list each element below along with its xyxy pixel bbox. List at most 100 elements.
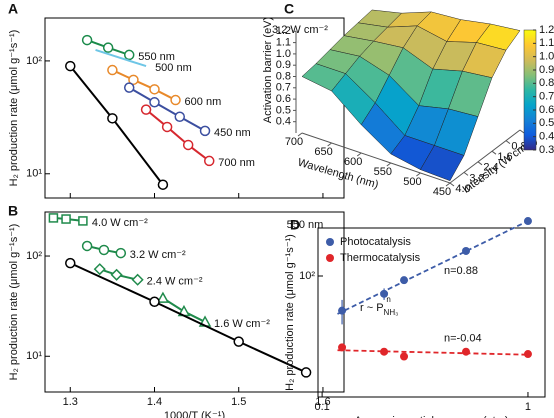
marker [81, 240, 93, 252]
marker [140, 104, 152, 115]
marker [65, 60, 76, 72]
marker [149, 97, 160, 108]
marker [81, 34, 93, 46]
fit-line [337, 219, 531, 315]
y-tick-label: 10¹ [26, 350, 42, 362]
y-axis-label: H₂ production rate (μmol g⁻¹s⁻¹) [8, 224, 20, 381]
y-tick-label: 10² [26, 250, 42, 262]
colorbar-label: 0.4 [539, 131, 554, 143]
panel-letter: B [8, 203, 18, 219]
x-tick [327, 142, 332, 147]
colorbar-label: 1.0 [539, 51, 554, 63]
z-tick-label: 1.2 [276, 25, 291, 37]
y-tick-label: 2.4 [483, 162, 498, 174]
point [380, 347, 389, 356]
y-axis-label: H₂ production rate (μmol g⁻¹s⁻¹) [284, 234, 296, 391]
point [338, 343, 347, 352]
series-line [145, 108, 210, 162]
x-tick [386, 162, 392, 167]
formula: r ~ PNH₃ n [360, 295, 398, 317]
x-tick-label: 1.5 [231, 396, 246, 408]
series-line [69, 65, 164, 186]
point [523, 217, 532, 226]
annotation: 3.2 W cm⁻² [272, 24, 328, 36]
panel-letter: D [290, 217, 300, 233]
x-tick-label: 500 [403, 176, 421, 188]
plot-frame [44, 17, 345, 199]
point [461, 347, 470, 356]
marker [170, 94, 181, 106]
y-tick-label: 10¹ [26, 168, 42, 180]
series-label: 1.6 W cm⁻² [214, 318, 270, 330]
y-tick-label: 4.0 [455, 183, 470, 195]
x-axis-label: Wavelength (nm) [296, 157, 379, 192]
series-label: 700 nm [218, 157, 255, 169]
marker [110, 268, 123, 281]
legend-label: Thermocatalysis [340, 252, 421, 264]
y-tick [491, 150, 497, 155]
z-tick-label: 0.9 [276, 59, 291, 71]
y-axis-label: H₂ production rate (μmol g⁻¹s⁻¹) [8, 30, 20, 187]
colorbar-label: 1.2 [539, 24, 554, 36]
legend-label: Photocatalysis [340, 236, 411, 248]
colorbar-label: 0.7 [539, 91, 554, 103]
marker [65, 257, 76, 269]
marker [174, 111, 186, 123]
point [400, 276, 409, 285]
x-tick [356, 152, 362, 157]
fit-line [337, 349, 530, 356]
marker [149, 296, 160, 307]
marker [107, 64, 118, 76]
marker [93, 263, 106, 276]
x-tick-label: 1.4 [147, 396, 162, 408]
colorbar-label: 0.6 [539, 104, 554, 116]
panel-letter: C [284, 1, 294, 17]
x-tick-label: 0.1 [314, 401, 329, 413]
y-tick-label: 1.6 [497, 151, 512, 163]
colorbar-label: 1.1 [539, 37, 554, 49]
x-tick-label: 700 [285, 136, 303, 148]
marker [61, 214, 71, 224]
colorbar [523, 29, 537, 151]
point [523, 350, 532, 359]
point [461, 246, 470, 255]
marker [157, 179, 169, 190]
legend-marker [326, 254, 334, 262]
series-label: 4.0 W cm⁻² [92, 217, 148, 229]
series-label: 500 nm [155, 62, 192, 74]
z-tick-label: 0.6 [276, 93, 291, 105]
marker [102, 42, 114, 53]
x-tick [445, 182, 451, 187]
colorbar-label: 0.8 [539, 77, 554, 89]
series-line [95, 49, 147, 68]
x-tick-label: 1.3 [63, 396, 78, 408]
point [380, 289, 389, 298]
legend-marker [326, 238, 334, 246]
z-tick-label: 0.7 [276, 82, 291, 94]
series-label: 2.4 W cm⁻² [147, 276, 203, 288]
y-tick [505, 140, 511, 145]
y-tick [477, 161, 483, 166]
marker [233, 336, 244, 347]
y-tick-label: 10² [299, 270, 315, 282]
y-tick-label: 3.2 [469, 172, 484, 184]
series-label: 450 nm [214, 127, 251, 139]
series-label: 3.2 W cm⁻² [130, 249, 186, 261]
z-tick-label: 1.0 [276, 48, 291, 60]
colorbar-label: 0.3 [539, 144, 554, 156]
marker [149, 84, 160, 95]
fit-annotation: n=-0.04 [444, 333, 482, 345]
x-tick [297, 132, 303, 137]
y-tick [463, 171, 469, 176]
series-line [111, 69, 177, 101]
x-tick [416, 172, 421, 177]
x-tick-label: 550 [374, 166, 392, 178]
marker [199, 125, 211, 137]
marker [78, 216, 88, 226]
x-axis-label: Ammonia partial pressure (atm) [354, 415, 508, 418]
colorbar-label: 0.9 [539, 64, 554, 76]
formula-sub: NH₃ [384, 308, 399, 317]
z-axis-label: Activation barrier (eV) [262, 17, 274, 123]
point [400, 352, 409, 361]
z-tick-label: 0.4 [276, 116, 291, 128]
